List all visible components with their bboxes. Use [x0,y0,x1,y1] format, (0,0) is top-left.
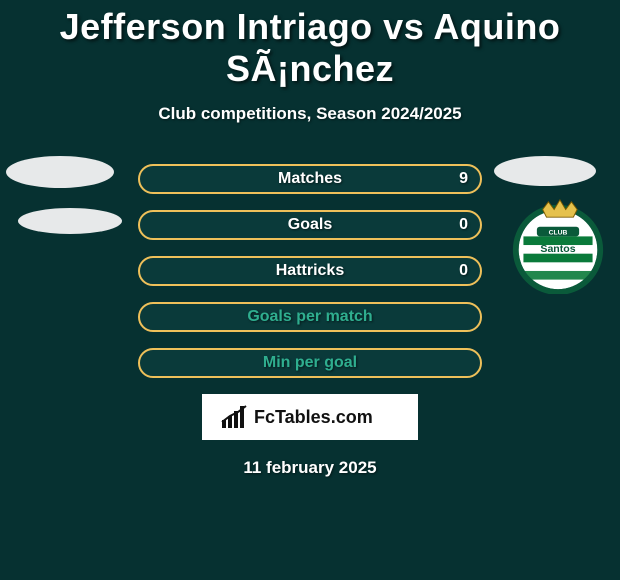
left-player-placeholder-top-icon [6,156,114,188]
stat-row: Min per goal [138,348,482,378]
stat-row: Hattricks 0 [138,256,482,286]
right-club-badge-icon: CLUB Santos [510,198,606,294]
stats-rows: Matches 9 Goals 0 Hattricks 0 Goals per … [138,164,482,378]
comparison-area: CLUB Santos Matches 9 Goals 0 Hattricks … [0,164,620,478]
stat-label: Goals [288,216,332,234]
stat-label: Min per goal [263,354,357,372]
date-text: 11 february 2025 [0,458,620,478]
right-player-placeholder-icon [494,156,596,186]
stat-row: Goals 0 [138,210,482,240]
page-subtitle: Club competitions, Season 2024/2025 [0,104,620,124]
stat-label: Matches [278,170,342,188]
svg-text:CLUB: CLUB [549,229,568,236]
stat-row: Matches 9 [138,164,482,194]
svg-text:Santos: Santos [540,243,575,255]
page-title: Jefferson Intriago vs Aquino SÃ¡nchez [0,0,620,90]
stat-label: Hattricks [276,262,344,280]
brand-box: FcTables.com [202,394,418,440]
left-player-placeholder-bottom-icon [18,208,122,234]
brand-text: FcTables.com [254,407,373,427]
stat-label: Goals per match [247,308,372,326]
stat-row: Goals per match [138,302,482,332]
stat-value: 0 [459,216,468,234]
stat-value: 0 [459,262,468,280]
stat-value: 9 [459,170,468,188]
brand-logo-icon: FcTables.com [220,402,400,432]
